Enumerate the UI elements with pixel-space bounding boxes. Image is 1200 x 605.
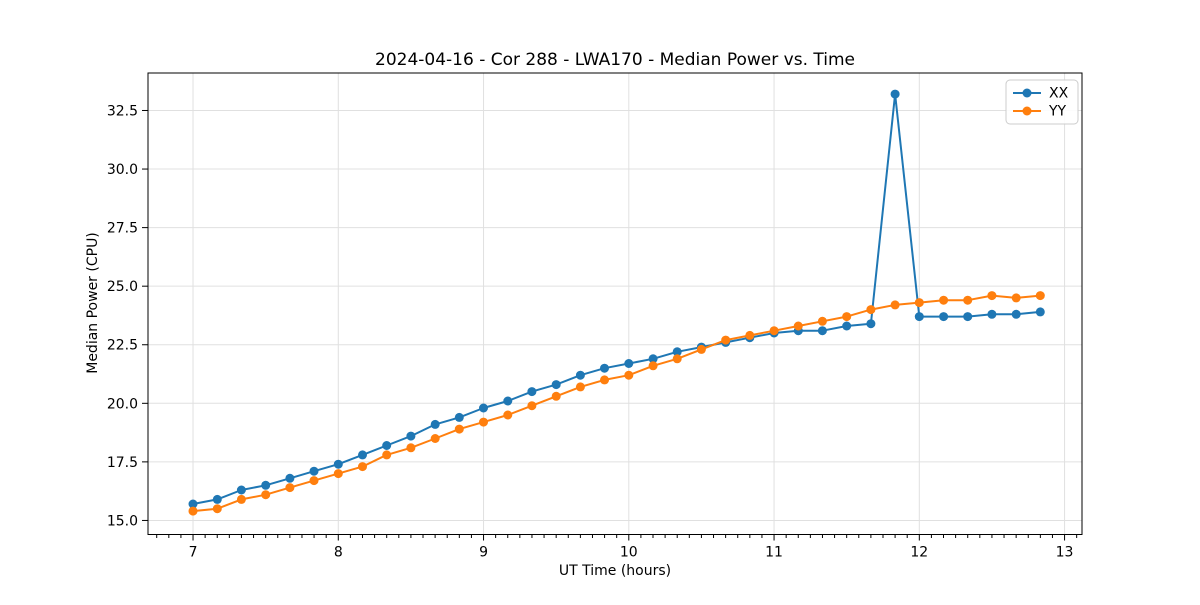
data-point-yy: [261, 490, 271, 500]
data-point-yy: [672, 354, 682, 364]
data-point-yy: [358, 462, 367, 472]
y-tick-label: 15.0: [107, 513, 138, 529]
data-point-xx: [285, 473, 295, 483]
legend-item-xx: XX: [1013, 86, 1069, 102]
x-tick-label: 9: [479, 545, 488, 561]
data-point-xx: [212, 494, 222, 504]
y-axis-label: Median Power (CPU): [85, 232, 101, 374]
data-point-xx: [236, 485, 246, 495]
axis-tick-labels: 7 8 9 10 11 12 13 15.0 17.5 20.0 22.5 25.0 27.5 30.0 3…: [107, 103, 1074, 560]
y-tick-label: 22.5: [107, 338, 138, 354]
legend-label-yy: YY: [1048, 104, 1067, 120]
data-point-yy: [406, 443, 416, 453]
data-point-xx: [624, 359, 634, 368]
data-point-xx: [600, 363, 609, 373]
y-tick-label: 32.5: [107, 103, 138, 119]
x-tick-label: 13: [1056, 545, 1074, 561]
data-point-yy: [479, 417, 488, 427]
data-point-xx: [188, 499, 198, 509]
data-point-xx: [454, 412, 464, 422]
data-point-xx: [430, 419, 440, 429]
data-point-yy: [382, 450, 392, 460]
x-axis-label: UT Time (hours): [559, 563, 671, 579]
data-point-yy: [285, 483, 295, 493]
x-tick-label: 12: [910, 545, 928, 561]
x-tick-label: 10: [620, 545, 638, 561]
data-series: [188, 89, 1045, 516]
data-point-yy: [430, 434, 440, 443]
data-point-xx: [914, 312, 924, 322]
y-tick-label: 25.0: [107, 279, 138, 295]
x-tick-label: 7: [189, 545, 198, 561]
data-point-yy: [575, 382, 585, 392]
legend-item-yy: YY: [1013, 104, 1067, 120]
data-point-yy: [333, 469, 343, 479]
data-point-xx: [987, 309, 997, 319]
data-point-xx: [551, 380, 561, 390]
data-point-yy: [551, 391, 561, 401]
data-point-xx: [963, 312, 973, 322]
data-point-yy: [817, 316, 827, 326]
data-point-yy: [309, 476, 319, 486]
data-point-xx: [890, 89, 900, 99]
data-point-yy: [939, 295, 949, 305]
data-point-yy: [721, 335, 731, 345]
data-point-yy: [454, 424, 464, 434]
data-point-xx: [382, 441, 392, 450]
data-point-yy: [769, 326, 779, 336]
data-point-yy: [696, 344, 706, 354]
plot-border: [147, 72, 1083, 535]
data-point-yy: [624, 370, 634, 380]
data-point-yy: [914, 298, 924, 308]
data-point-xx: [527, 387, 537, 397]
data-point-yy: [503, 410, 513, 420]
y-tick-label: 30.0: [107, 162, 138, 178]
y-tick-label: 17.5: [107, 455, 138, 471]
legend: XX YY: [1005, 79, 1079, 125]
data-point-xx: [1011, 309, 1021, 319]
data-point-xx: [333, 459, 343, 469]
data-point-xx: [866, 319, 876, 329]
data-point-xx: [648, 354, 658, 364]
data-point-yy: [1035, 291, 1045, 301]
x-tick-label: 11: [765, 545, 783, 561]
data-point-yy: [1011, 293, 1021, 303]
data-point-yy: [648, 361, 658, 371]
data-point-yy: [987, 291, 997, 301]
data-point-yy: [842, 312, 852, 322]
data-point-yy: [890, 300, 900, 310]
data-point-xx: [842, 321, 852, 331]
data-point-yy: [866, 305, 876, 315]
data-point-xx: [1035, 307, 1045, 317]
data-point-yy: [745, 330, 755, 340]
data-point-xx: [309, 466, 319, 476]
data-point-yy: [793, 321, 803, 331]
chart-title: 2024-04-16 - Cor 288 - LWA170 - Median P…: [375, 50, 855, 70]
x-tick-label: 8: [334, 545, 343, 561]
data-point-yy: [963, 295, 973, 305]
y-tick-label: 20.0: [107, 396, 138, 412]
data-point-xx: [479, 403, 488, 413]
data-point-xx: [817, 326, 827, 336]
data-point-yy: [188, 506, 198, 516]
data-point-xx: [503, 396, 513, 406]
axis-ticks: [142, 109, 1078, 541]
legend-marker-yy-icon: [1022, 106, 1032, 116]
legend-marker-xx-icon: [1022, 88, 1032, 98]
data-point-xx: [939, 312, 949, 322]
data-point-xx: [358, 450, 367, 460]
data-point-yy: [527, 401, 537, 411]
data-point-xx: [406, 431, 416, 441]
y-tick-label: 27.5: [107, 221, 138, 237]
data-point-xx: [261, 480, 271, 490]
series-line-xx: [192, 93, 1042, 505]
data-point-xx: [672, 347, 682, 357]
data-point-yy: [212, 504, 222, 514]
data-point-yy: [600, 375, 609, 385]
data-point-yy: [236, 494, 246, 504]
data-point-xx: [575, 370, 585, 380]
legend-label-xx: XX: [1049, 86, 1069, 102]
